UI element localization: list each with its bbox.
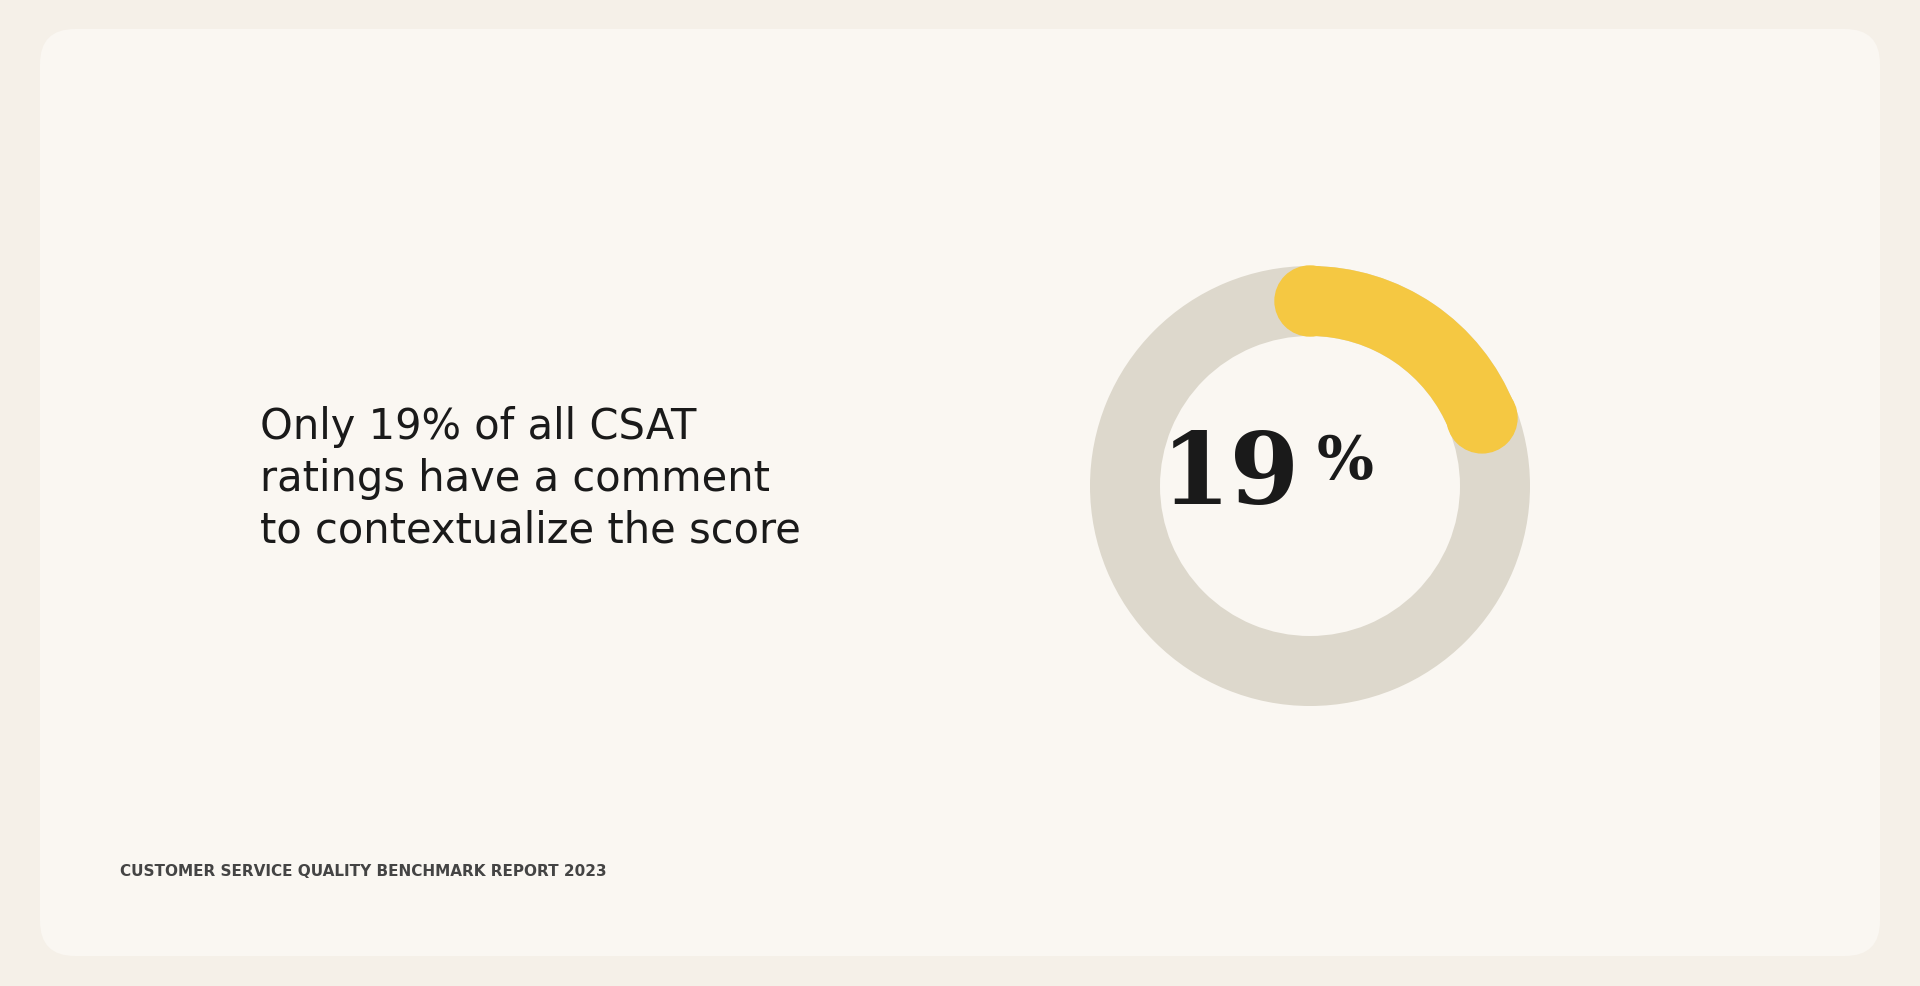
Wedge shape bbox=[1091, 267, 1530, 706]
FancyBboxPatch shape bbox=[40, 30, 1880, 956]
Text: 19: 19 bbox=[1162, 428, 1300, 525]
Text: ratings have a comment: ratings have a comment bbox=[259, 458, 770, 500]
Wedge shape bbox=[1309, 267, 1515, 431]
Circle shape bbox=[1448, 384, 1517, 454]
Text: to contextualize the score: to contextualize the score bbox=[259, 510, 801, 551]
Text: CUSTOMER SERVICE QUALITY BENCHMARK REPORT 2023: CUSTOMER SERVICE QUALITY BENCHMARK REPOR… bbox=[119, 864, 607, 879]
Text: %: % bbox=[1317, 433, 1373, 490]
Circle shape bbox=[1275, 267, 1346, 336]
Text: Only 19% of all CSAT: Only 19% of all CSAT bbox=[259, 405, 697, 448]
